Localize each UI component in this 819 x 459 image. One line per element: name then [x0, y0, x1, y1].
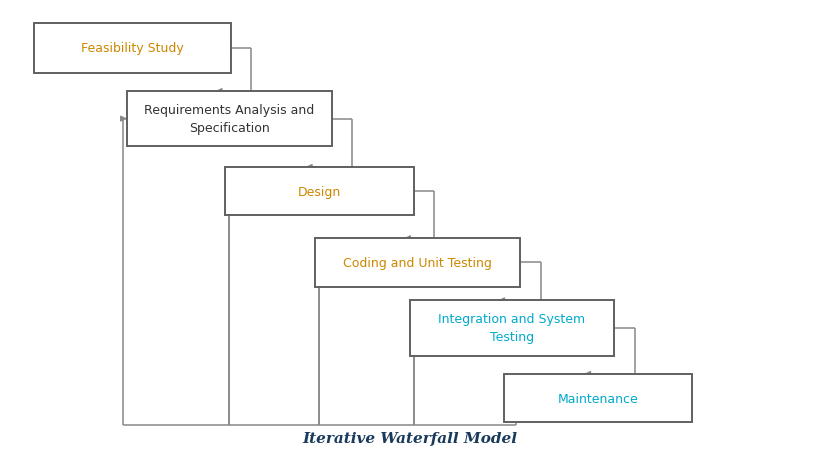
FancyBboxPatch shape: [225, 168, 414, 216]
Text: Coding and Unit Testing: Coding and Unit Testing: [343, 256, 492, 269]
Text: Feasibility Study: Feasibility Study: [81, 42, 184, 55]
Text: Iterative Waterfall Model: Iterative Waterfall Model: [302, 431, 517, 445]
FancyBboxPatch shape: [504, 374, 692, 422]
Text: Design: Design: [298, 185, 341, 198]
Text: Maintenance: Maintenance: [558, 392, 638, 405]
Text: Integration and System
Testing: Integration and System Testing: [438, 313, 586, 344]
FancyBboxPatch shape: [315, 239, 520, 287]
FancyBboxPatch shape: [410, 301, 614, 356]
FancyBboxPatch shape: [127, 92, 332, 147]
Text: Requirements Analysis and
Specification: Requirements Analysis and Specification: [144, 104, 314, 135]
FancyBboxPatch shape: [34, 24, 231, 73]
